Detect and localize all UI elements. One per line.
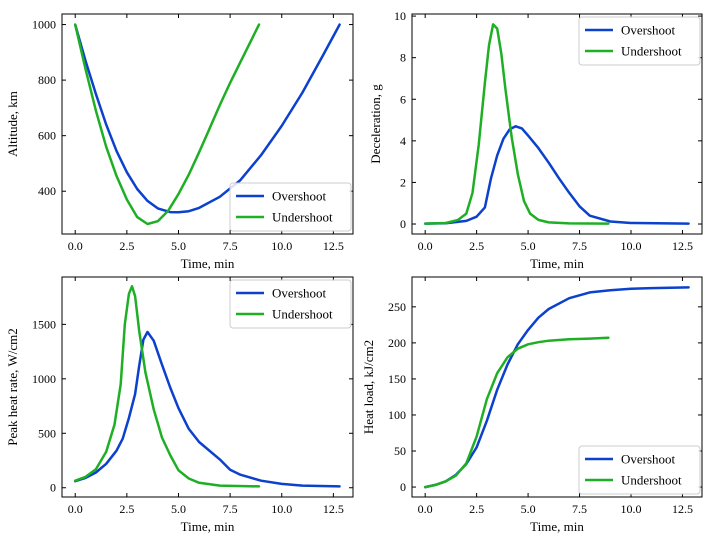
y-tick-label: 1000 bbox=[32, 372, 56, 386]
series-line-overshoot bbox=[73, 23, 341, 214]
x-tick-label: 5.0 bbox=[521, 502, 536, 516]
chart-panel-peak-heat-rate: 0.0 2.5 5.0 7.5 10.0 12.5 0 500 1000 1500 Time, mi… bbox=[5, 276, 354, 534]
x-axis-label: Time, min bbox=[530, 256, 584, 271]
x-tick-label: 2.5 bbox=[469, 502, 484, 516]
x-tick-label: 7.5 bbox=[572, 239, 587, 253]
chart-panel-heat-load: 0.0 2.5 5.0 7.5 10.0 12.5 0 50 100 150 200 250 Time,… bbox=[361, 276, 703, 534]
chart-panel-deceleration: 0.0 2.5 5.0 7.5 10.0 12.5 0 2 4 6 8 10 Time, min Dece… bbox=[368, 9, 703, 271]
y-tick-label: 8 bbox=[400, 51, 406, 65]
x-tick-label: 2.5 bbox=[119, 239, 134, 253]
plot-frame bbox=[61, 13, 354, 235]
series-line-undershoot bbox=[423, 336, 610, 489]
x-tick-label: 10.0 bbox=[271, 502, 292, 516]
legend-label-undershoot: Undershoot bbox=[621, 44, 682, 59]
legend-label-undershoot: Undershoot bbox=[621, 473, 682, 488]
series-line-undershoot bbox=[73, 285, 261, 488]
legend-label-overshoot: Overshoot bbox=[272, 189, 327, 204]
legend-label-undershoot: Undershoot bbox=[272, 307, 333, 322]
y-tick-label: 800 bbox=[38, 73, 56, 87]
y-axis-label: Heat load, kJ/cm2 bbox=[361, 340, 376, 434]
x-tick-label: 2.5 bbox=[469, 239, 484, 253]
x-tick-label: 0.0 bbox=[68, 239, 83, 253]
y-axis-label: Altitude, km bbox=[5, 91, 20, 157]
y-tick-label: 500 bbox=[38, 426, 56, 440]
y-tick-label: 4 bbox=[400, 134, 406, 148]
x-tick-label: 12.5 bbox=[672, 502, 693, 516]
chart-panel-altitude: 0.0 2.5 5.0 7.5 10.0 12.5 400 600 800 1000 Time, m… bbox=[5, 13, 354, 271]
series-line-undershoot bbox=[73, 23, 261, 226]
x-tick-label: 12.5 bbox=[323, 502, 344, 516]
legend: Overshoot Undershoot bbox=[578, 445, 701, 495]
y-tick-label: 100 bbox=[388, 408, 406, 422]
y-tick-label: 0 bbox=[50, 481, 56, 495]
x-tick-label: 5.0 bbox=[171, 502, 186, 516]
x-tick-label: 10.0 bbox=[271, 239, 292, 253]
y-axis-label: Deceleration, g bbox=[368, 84, 383, 164]
plot-frame bbox=[61, 276, 354, 498]
x-tick-label: 10.0 bbox=[620, 502, 641, 516]
y-tick-label: 10 bbox=[394, 9, 406, 23]
legend: Overshoot Undershoot bbox=[229, 182, 352, 232]
series-line-overshoot bbox=[73, 330, 341, 488]
x-axis-label: Time, min bbox=[530, 519, 584, 534]
x-tick-label: 0.0 bbox=[418, 239, 433, 253]
plot-frame bbox=[411, 276, 703, 498]
legend-label-overshoot: Overshoot bbox=[272, 286, 327, 301]
series-line-overshoot bbox=[423, 125, 690, 225]
x-tick-label: 7.5 bbox=[223, 239, 238, 253]
x-tick-label: 7.5 bbox=[223, 502, 238, 516]
legend-label-undershoot: Undershoot bbox=[272, 210, 333, 225]
legend: Overshoot Undershoot bbox=[578, 16, 701, 66]
y-tick-label: 150 bbox=[388, 372, 406, 386]
x-tick-label: 10.0 bbox=[620, 239, 641, 253]
y-tick-label: 0 bbox=[400, 217, 406, 231]
x-tick-label: 0.0 bbox=[68, 502, 83, 516]
y-tick-label: 1500 bbox=[32, 317, 56, 331]
x-tick-label: 7.5 bbox=[572, 502, 587, 516]
x-axis-label: Time, min bbox=[181, 256, 235, 271]
y-tick-label: 2 bbox=[400, 175, 406, 189]
y-tick-label: 6 bbox=[400, 92, 406, 106]
y-tick-label: 1000 bbox=[32, 18, 56, 32]
x-tick-label: 2.5 bbox=[119, 502, 134, 516]
legend-label-overshoot: Overshoot bbox=[621, 452, 676, 467]
y-tick-label: 200 bbox=[388, 336, 406, 350]
y-tick-label: 250 bbox=[388, 300, 406, 314]
series-line-undershoot bbox=[423, 23, 610, 225]
legend-label-overshoot: Overshoot bbox=[621, 23, 676, 38]
x-tick-label: 5.0 bbox=[171, 239, 186, 253]
y-tick-label: 0 bbox=[400, 480, 406, 494]
legend: Overshoot Undershoot bbox=[229, 279, 352, 329]
y-tick-label: 400 bbox=[38, 184, 56, 198]
x-tick-label: 0.0 bbox=[418, 502, 433, 516]
x-tick-label: 5.0 bbox=[521, 239, 536, 253]
y-tick-label: 50 bbox=[394, 444, 406, 458]
y-tick-label: 600 bbox=[38, 129, 56, 143]
y-axis-label: Peak heat rate, W/cm2 bbox=[5, 328, 20, 445]
x-axis-label: Time, min bbox=[181, 519, 235, 534]
x-tick-label: 12.5 bbox=[672, 239, 693, 253]
plot-frame bbox=[411, 13, 703, 235]
x-tick-label: 12.5 bbox=[323, 239, 344, 253]
